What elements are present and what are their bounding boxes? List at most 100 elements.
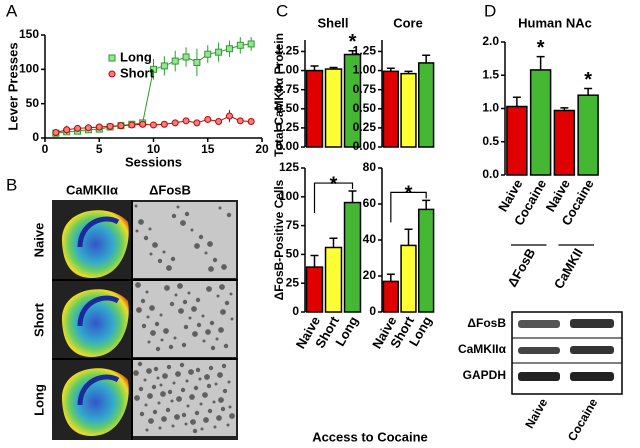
- legend-label: Long: [120, 49, 152, 64]
- stain-dot: [159, 313, 163, 317]
- stain-dot: [170, 399, 174, 403]
- data-point: [63, 126, 71, 134]
- stain-dot: [174, 414, 180, 420]
- y-tick-label: 25: [286, 275, 300, 289]
- data-point: [74, 124, 82, 132]
- western-blot: [511, 311, 623, 395]
- y-tick-label: 1.25: [353, 44, 377, 58]
- y-tick-label: 125: [279, 160, 299, 174]
- stain-dot: [171, 213, 177, 219]
- data-point: [52, 129, 60, 137]
- panel-letter: B: [6, 175, 17, 194]
- stain-dot: [221, 264, 227, 270]
- data-point: [247, 118, 255, 126]
- stain-dot: [152, 242, 158, 248]
- stain-dot: [223, 343, 229, 349]
- stain-dot: [200, 427, 204, 431]
- error-bar: [329, 237, 338, 248]
- stain-dot: [151, 384, 157, 390]
- bar: [577, 94, 599, 176]
- stain-dot: [199, 402, 203, 406]
- error-bar: [310, 254, 319, 268]
- stain-dot: [185, 379, 189, 383]
- stain-dot: [135, 282, 141, 288]
- data-point: [117, 122, 125, 130]
- y-tick-label: 150: [19, 27, 39, 41]
- x-tick-label: 15: [201, 142, 215, 156]
- y-tick-label: 0.00: [353, 139, 377, 153]
- data-point: [215, 48, 223, 56]
- y-tick-label: 100: [19, 62, 39, 76]
- stain-dot: [178, 308, 184, 314]
- y-tick-label: 0.50: [276, 101, 300, 115]
- stain-dot: [184, 211, 190, 217]
- stain-dot: [184, 422, 188, 426]
- bar: [382, 70, 400, 148]
- stain-dot: [160, 391, 166, 397]
- stain-dot: [224, 300, 230, 306]
- brain-slice: [77, 216, 120, 248]
- stain-dot: [190, 419, 196, 425]
- stain-dot: [177, 283, 183, 289]
- blot-column: Cocaine: [565, 396, 601, 444]
- data-point: [171, 119, 179, 127]
- stain-dot: [192, 331, 198, 337]
- stain-dot: [194, 410, 200, 416]
- bar: [382, 280, 400, 313]
- stain-dot: [219, 284, 225, 290]
- stain-dot: [146, 368, 152, 374]
- y-tick-label: 75: [286, 218, 300, 232]
- y-axis-label: ΔFosB-Positive Cells: [272, 179, 286, 300]
- stain-dot: [213, 425, 217, 429]
- stain-dot: [220, 309, 226, 315]
- legend-marker: [108, 70, 116, 78]
- stain-dot: [160, 338, 164, 342]
- y-tick-label: 40: [363, 232, 377, 246]
- data-point: [160, 120, 168, 128]
- stain-dot: [162, 373, 168, 379]
- brain-slice: [77, 295, 120, 327]
- data-point: [236, 117, 244, 125]
- stain-dot: [138, 386, 144, 392]
- stain-dot: [208, 266, 214, 272]
- y-tick-label: 60: [363, 196, 377, 210]
- stain-dot: [159, 383, 163, 387]
- y-tick-label: 0.0: [482, 167, 499, 181]
- stain-dot: [212, 257, 218, 263]
- stain-dot: [158, 426, 162, 430]
- y-tick-label: 50: [26, 96, 40, 110]
- stain-dot: [218, 327, 224, 333]
- error-bar: [348, 190, 357, 203]
- stain-dot: [203, 417, 209, 423]
- stain-dot: [218, 397, 224, 403]
- stain-dot: [140, 298, 146, 304]
- comparison-bracket: [390, 191, 427, 223]
- data-point: [236, 41, 244, 49]
- y-tick-label: 20: [363, 268, 377, 282]
- stain-dot: [198, 234, 204, 240]
- column-title: Core: [393, 15, 423, 30]
- stain-dot: [147, 393, 153, 399]
- stain-dot: [150, 330, 156, 336]
- data-point: [106, 122, 114, 130]
- bar: [417, 208, 435, 313]
- column-title: Shell: [317, 15, 348, 30]
- stain-dot: [206, 286, 212, 292]
- stain-dot: [153, 366, 159, 372]
- stain-dot: [207, 241, 213, 247]
- stain-dot: [181, 342, 187, 348]
- stain-dot: [195, 297, 201, 303]
- stain-dot: [152, 409, 158, 415]
- data-point: [193, 58, 201, 66]
- stain-dot: [221, 363, 227, 369]
- stain-dot: [155, 346, 161, 352]
- stain-dot: [157, 258, 163, 264]
- stain-dot: [180, 387, 186, 393]
- data-point: [84, 124, 92, 132]
- bar: [324, 68, 343, 148]
- data-point: [193, 119, 201, 127]
- stain-dot: [149, 252, 153, 256]
- stain-dot: [133, 370, 139, 376]
- stain-dot: [176, 205, 180, 209]
- y-tick-label: 1.0: [482, 101, 499, 115]
